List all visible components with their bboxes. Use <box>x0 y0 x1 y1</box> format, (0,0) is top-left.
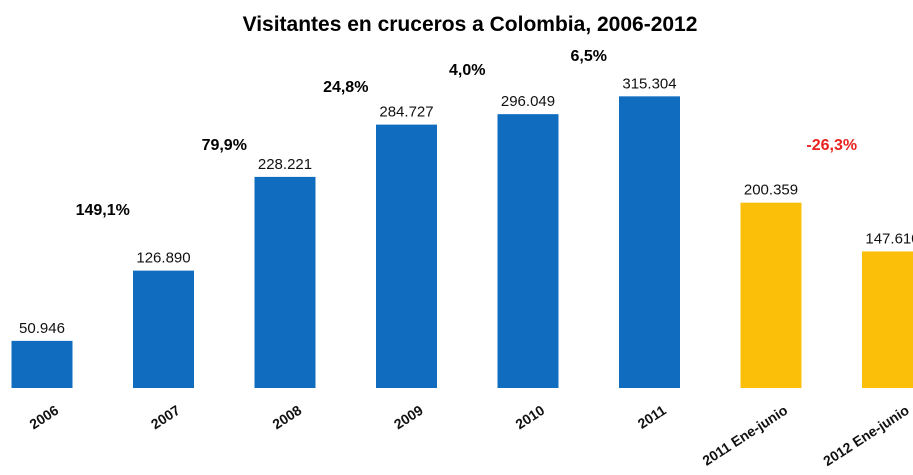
x-tick-label-4: 2010 <box>512 402 547 432</box>
value-label-4: 296.049 <box>501 93 555 110</box>
growth-label-0: 149,1% <box>76 202 130 219</box>
x-tick-label-0: 2006 <box>26 402 61 432</box>
growth-label-4: 6,5% <box>571 48 607 65</box>
x-tick-label-1: 2007 <box>148 402 183 432</box>
value-label-3: 284.727 <box>379 104 433 121</box>
bar-0 <box>11 340 73 388</box>
bar-6 <box>740 202 802 388</box>
value-label-0: 50.946 <box>19 320 65 337</box>
chart-title: Visitantes en cruceros a Colombia, 2006-… <box>243 13 698 36</box>
bar-5 <box>619 96 680 388</box>
x-tick-label-2: 2008 <box>269 402 304 432</box>
growth-label-3: 4,0% <box>449 62 485 79</box>
growth-label-2: 24,8% <box>323 79 368 96</box>
bar-1 <box>133 270 194 388</box>
x-tick-label-6: 2011 Ene-junio <box>699 402 790 469</box>
value-label-6: 200.359 <box>744 182 798 199</box>
value-label-1: 126.890 <box>136 250 190 267</box>
x-tick-label-3: 2009 <box>391 402 426 432</box>
x-tick-label-5: 2011 <box>635 402 669 432</box>
bar-2 <box>254 176 316 388</box>
bar-3 <box>376 124 437 388</box>
value-label-7: 147.610 <box>865 230 913 247</box>
growth-label-1: 79,9% <box>202 137 247 154</box>
value-label-2: 228.221 <box>258 156 312 173</box>
bar-7 <box>862 251 913 388</box>
x-tick-label-7: 2012 Ene-junio <box>820 402 912 469</box>
bar-4 <box>497 114 559 389</box>
growth-label-5: -26,3% <box>806 137 857 154</box>
value-label-5: 315.304 <box>622 75 676 92</box>
